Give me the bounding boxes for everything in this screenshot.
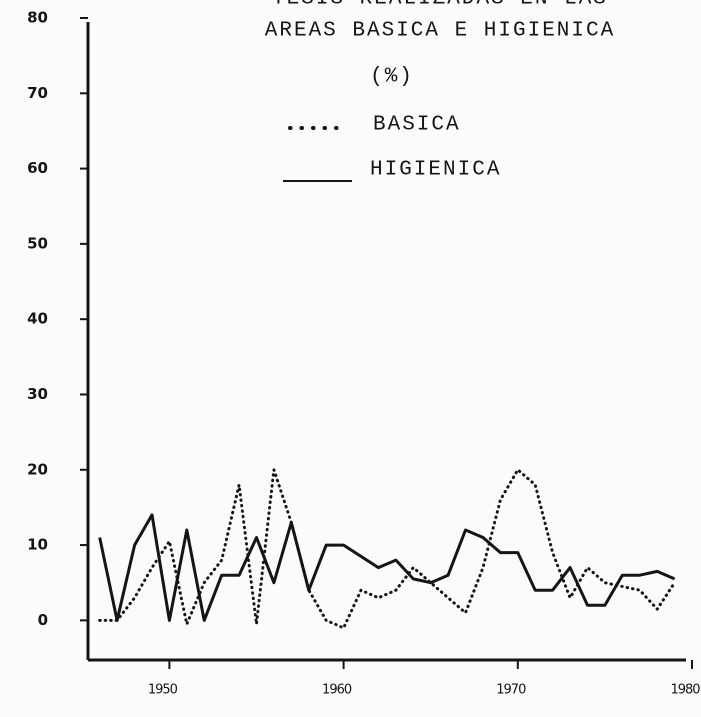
x-tick-label: 1950 bbox=[148, 683, 178, 698]
x-tick-label: 1970 bbox=[496, 683, 526, 698]
legend-label: HIGIENICA bbox=[370, 159, 501, 182]
series-line bbox=[98, 513, 676, 622]
y-tick-label: 10 bbox=[27, 536, 48, 554]
y-tick-label: 80 bbox=[27, 9, 48, 27]
unit-label: (%) bbox=[370, 66, 414, 89]
y-tick-label: 30 bbox=[27, 385, 48, 403]
y-tick-label: 70 bbox=[27, 84, 48, 102]
x-tick-label: 1960 bbox=[322, 683, 352, 698]
y-tick-label: 0 bbox=[38, 611, 48, 629]
chart-subtitle: AREAS BASICA E HIGIENICA bbox=[265, 20, 615, 43]
y-tick-label: 60 bbox=[27, 159, 48, 177]
chart-title: TESIS REALIZADAS EN LAS bbox=[272, 0, 608, 11]
y-tick-label: 50 bbox=[27, 234, 48, 252]
x-tick-label: 1980 bbox=[670, 683, 700, 698]
y-tick-label: 20 bbox=[27, 460, 48, 478]
legend-label: BASICA bbox=[373, 114, 461, 137]
series-line bbox=[98, 468, 677, 630]
y-tick-label: 40 bbox=[27, 310, 48, 328]
